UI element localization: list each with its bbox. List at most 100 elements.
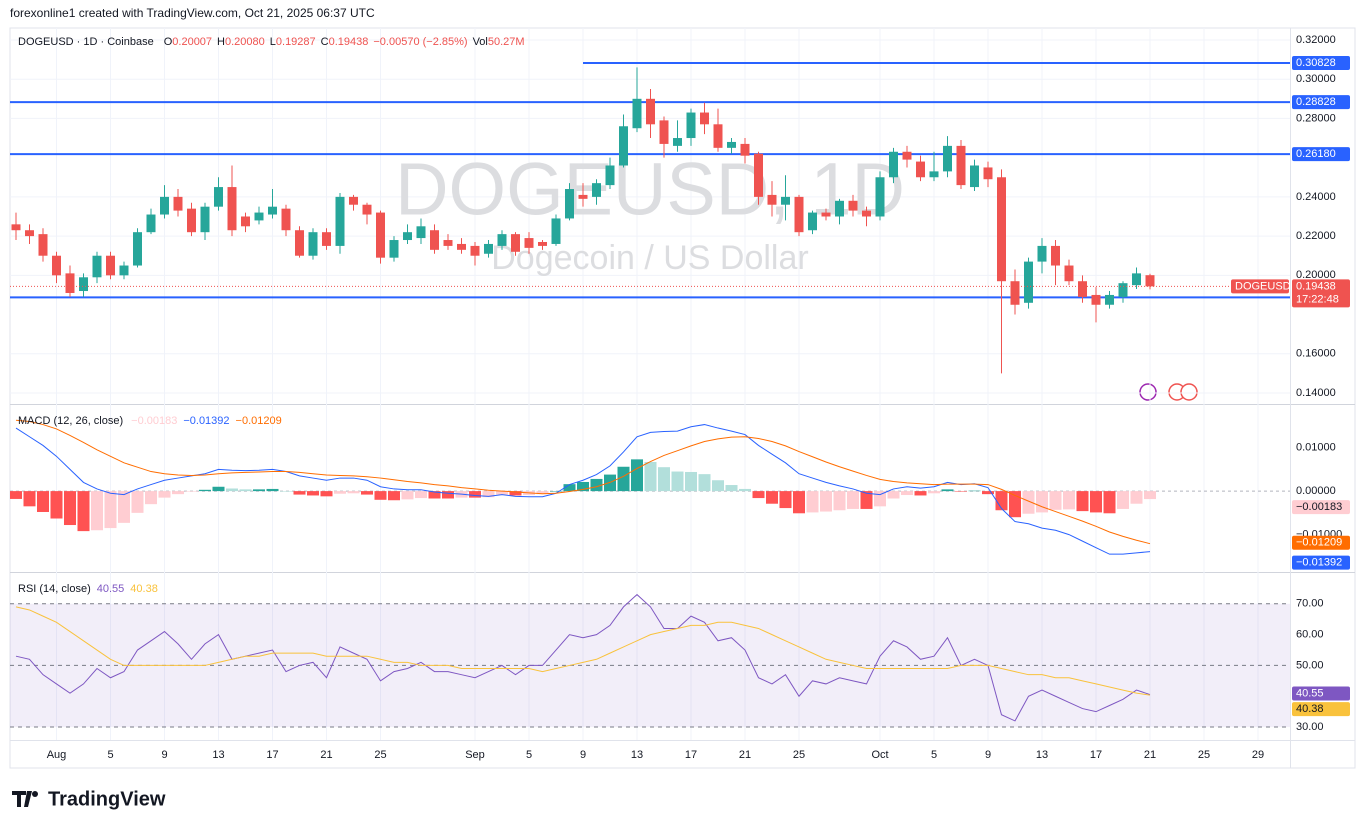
- histogram-bar: [226, 488, 238, 492]
- candle-body: [511, 234, 520, 252]
- histogram-bar: [469, 491, 481, 498]
- brand-name: TradingView: [48, 788, 166, 810]
- candle-body: [308, 232, 318, 256]
- candle-body: [929, 171, 939, 178]
- candle-body: [1091, 294, 1101, 305]
- histogram-bar: [658, 467, 670, 492]
- candle-body: [376, 212, 385, 258]
- histogram-bar: [901, 491, 913, 496]
- candle-body: [727, 141, 736, 148]
- histogram-bar: [617, 466, 630, 492]
- histogram-bar: [347, 491, 360, 494]
- candle-body: [605, 165, 615, 186]
- series-label-box: [1292, 686, 1350, 701]
- candle-body: [862, 210, 871, 217]
- histogram-bar: [37, 491, 49, 512]
- candle-body: [1051, 245, 1060, 266]
- histogram-bar: [50, 491, 63, 519]
- histogram-bar: [563, 484, 576, 492]
- histogram-bar: [388, 491, 400, 501]
- histogram-bar: [712, 480, 724, 492]
- histogram-bar: [118, 491, 130, 523]
- candle-body: [430, 230, 439, 250]
- flag-icons: [1139, 383, 1198, 401]
- candle-body: [11, 224, 21, 231]
- histogram-bar: [685, 471, 697, 492]
- histogram-bar: [23, 491, 36, 507]
- x-tick-label: 29: [1252, 749, 1264, 761]
- candle-body: [268, 206, 277, 215]
- legend-key: O: [164, 36, 173, 48]
- chart-frame: [9, 27, 1356, 769]
- histogram-label-box: [1292, 500, 1350, 515]
- histogram-bar: [1036, 491, 1048, 513]
- histogram-bar: [968, 490, 981, 492]
- histogram-bar: [671, 471, 684, 492]
- series-label-box: [1292, 702, 1350, 717]
- candle-body: [1078, 281, 1087, 297]
- candle-body: [38, 234, 48, 256]
- histogram-bar: [1022, 491, 1035, 514]
- histogram-bar: [739, 488, 751, 492]
- legend-value: 40.55: [97, 583, 125, 595]
- histogram-bar: [280, 491, 292, 492]
- histogram-bar: [928, 491, 940, 494]
- candle-body: [227, 187, 237, 231]
- histogram-bar: [1130, 491, 1143, 504]
- x-tick-label: 13: [631, 749, 643, 761]
- candle-body: [254, 212, 264, 221]
- histogram-bar: [874, 491, 886, 507]
- candle-body: [403, 232, 412, 241]
- histogram-bar: [482, 491, 495, 498]
- candle-body: [416, 226, 426, 239]
- candle-body: [686, 112, 696, 139]
- candle-body: [943, 145, 952, 172]
- histogram-bar: [442, 491, 454, 499]
- candle-body: [470, 245, 480, 256]
- candle-body: [1024, 261, 1033, 303]
- candle-body: [443, 240, 453, 246]
- histogram-bar: [847, 491, 859, 509]
- x-tick-label: 9: [580, 749, 586, 761]
- histogram-bar: [496, 491, 508, 495]
- candle-body: [1037, 245, 1047, 262]
- candle-body: [983, 167, 993, 180]
- level-label-box: [1292, 95, 1350, 110]
- candle-body: [146, 214, 156, 233]
- y-tick-label: 60.00: [1296, 629, 1324, 641]
- histogram-bar: [1063, 491, 1075, 510]
- x-tick-label: 21: [320, 749, 332, 761]
- histogram-bar: [577, 481, 589, 492]
- candle-body: [1105, 294, 1114, 305]
- candle-body: [997, 177, 1006, 282]
- histogram-bar: [158, 491, 171, 498]
- y-tick-label: 0.32000: [1296, 34, 1336, 46]
- histogram-bar: [1076, 491, 1089, 512]
- candle-body: [1145, 275, 1155, 287]
- legend-key: H: [217, 36, 225, 48]
- x-tick-label: 25: [374, 749, 386, 761]
- candle-body: [713, 124, 723, 148]
- legend-change: −0.00570 (−2.85%): [373, 36, 467, 48]
- brand-logo: TradingView: [12, 788, 166, 810]
- histogram-bar: [334, 491, 346, 494]
- legend-value: 0.19438: [329, 36, 369, 48]
- histogram-bar: [766, 491, 778, 504]
- x-tick-label: 5: [107, 749, 113, 761]
- candle-body: [659, 120, 669, 144]
- legend-value: −0.01209: [236, 415, 282, 427]
- histogram-bar: [1049, 491, 1062, 510]
- histogram-bar: [1009, 491, 1021, 518]
- y-tick-label: 0.00000: [1296, 485, 1336, 497]
- candle-body: [538, 241, 547, 246]
- candle-body: [457, 243, 466, 250]
- legend: DOGEUSD · 1D · Coinbase O0.20007 H0.20080 L…: [18, 36, 525, 48]
- histogram-bar: [415, 491, 427, 499]
- x-tick-label: 13: [1036, 749, 1048, 761]
- y-tick-label: 30.00: [1296, 721, 1324, 733]
- x-tick-label: 21: [1144, 749, 1156, 761]
- legend-value: −0.01392: [183, 415, 229, 427]
- histogram-bar: [550, 491, 562, 492]
- legend: MACD (12, 26, close) −0.00183 −0.01392 −0.0…: [18, 415, 282, 427]
